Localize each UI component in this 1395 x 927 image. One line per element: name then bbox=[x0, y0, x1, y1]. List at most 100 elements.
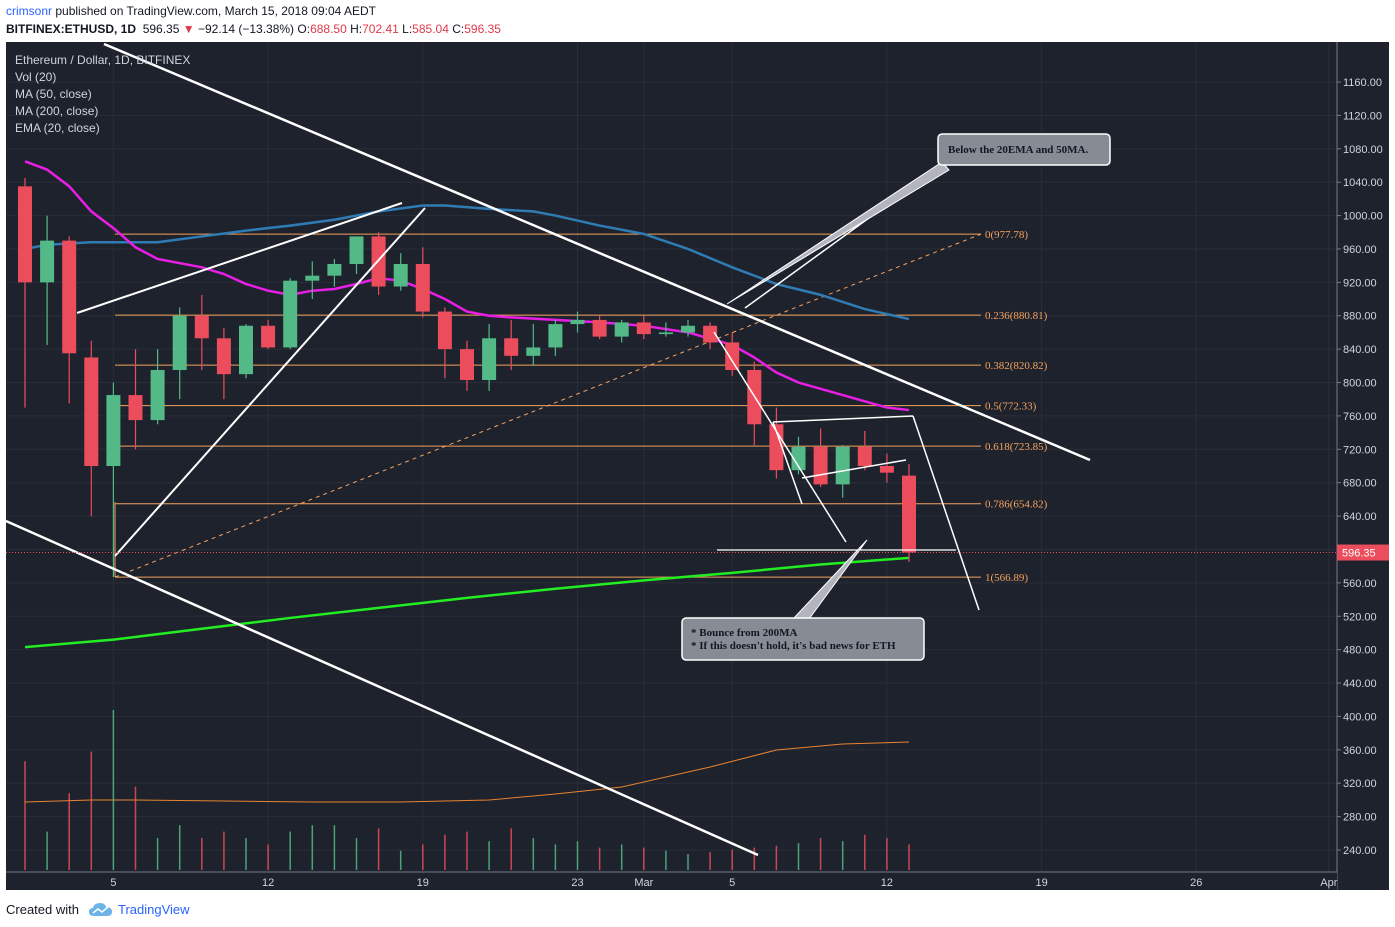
price-tick-label: 360.00 bbox=[1343, 745, 1377, 757]
ma50-line bbox=[24, 204, 910, 321]
price-tick-label: 640.00 bbox=[1343, 511, 1377, 523]
callout-bottom-line2: * If this doesn't hold, it's bad news fo… bbox=[691, 640, 896, 652]
price-tick-label: 1120.00 bbox=[1343, 110, 1382, 122]
candle-body bbox=[879, 466, 894, 473]
fib-level-label: 0.786(654.82) bbox=[985, 499, 1048, 511]
candle-body bbox=[592, 319, 607, 337]
candle-body bbox=[835, 446, 850, 485]
time-tick-label: 23 bbox=[571, 877, 583, 889]
candle-body bbox=[857, 446, 872, 466]
time-tick-label: 26 bbox=[1190, 877, 1202, 889]
close-label: C: bbox=[452, 22, 465, 36]
candle-body bbox=[902, 475, 916, 553]
close-value: 596.35 bbox=[464, 22, 501, 36]
price-tick-label: 240.00 bbox=[1343, 845, 1377, 857]
flag-upper-line bbox=[772, 415, 914, 423]
downtrend-line bbox=[103, 42, 1091, 462]
footer: Created with TradingView bbox=[0, 895, 1395, 927]
fib-level-label: 0.236(880.81) bbox=[985, 310, 1048, 322]
legend-ema20: EMA (20, close) bbox=[15, 121, 100, 135]
time-tick-label: 19 bbox=[417, 877, 429, 889]
fib-trend-line bbox=[114, 233, 982, 578]
time-tick-label: 5 bbox=[110, 877, 116, 889]
candlestick-chart[interactable]: 0(977.78) 0.236(880.81) 0.382(820.82) 0.5(7… bbox=[5, 42, 1389, 890]
breakdown-line bbox=[912, 415, 980, 611]
tradingview-cloud-icon bbox=[88, 901, 114, 922]
price-tick-label: 440.00 bbox=[1343, 678, 1377, 690]
candle-body bbox=[636, 322, 651, 335]
legend-ma200: MA (200, close) bbox=[15, 104, 98, 118]
candle-body bbox=[62, 240, 77, 354]
last-price-badge bbox=[1337, 544, 1389, 561]
created-with-text: Created with bbox=[6, 902, 79, 917]
publish-info: crimsonr published on TradingView.com, M… bbox=[6, 4, 376, 18]
price-tick-label: 1080.00 bbox=[1343, 144, 1383, 156]
legend-title: Ethereum / Dollar, 1D, BITFINEX bbox=[15, 53, 190, 67]
candle-body bbox=[194, 315, 209, 339]
candle-body bbox=[216, 338, 231, 375]
candle-body bbox=[504, 338, 519, 356]
callout-top-box bbox=[937, 133, 1111, 166]
candle-body bbox=[349, 236, 364, 264]
candle-body bbox=[482, 338, 497, 381]
last-price-label: 596.35 bbox=[1342, 548, 1376, 560]
candle-body bbox=[658, 332, 673, 335]
callout-top: Below the 20EMA and 50MA. bbox=[726, 133, 1111, 305]
price-tick-label: 880.00 bbox=[1343, 311, 1377, 323]
flag-lower-line bbox=[801, 459, 907, 479]
fib-level-label: 0.618(723.85) bbox=[985, 441, 1048, 453]
candle-body bbox=[526, 347, 541, 356]
candle-body bbox=[415, 263, 430, 312]
wedge-lower-line bbox=[114, 207, 426, 557]
candle-body bbox=[305, 275, 320, 281]
candle-body bbox=[437, 311, 452, 350]
candle-body bbox=[548, 324, 563, 348]
candle-body bbox=[813, 446, 828, 485]
legend-vol: Vol (20) bbox=[15, 70, 56, 84]
time-tick-label: Mar bbox=[634, 877, 653, 889]
volume-ma-line bbox=[24, 741, 910, 803]
fib-level-label: 0.5(772.33) bbox=[985, 401, 1037, 413]
candle-body bbox=[283, 280, 298, 348]
candle-body bbox=[614, 322, 629, 337]
price-tick-label: 760.00 bbox=[1343, 411, 1377, 423]
last-price: 596.35 bbox=[142, 22, 180, 36]
candle-body bbox=[681, 325, 695, 333]
flag-pole-line bbox=[772, 421, 803, 505]
candle-body bbox=[128, 395, 143, 421]
plot-background bbox=[6, 42, 1389, 890]
price-tick-label: 920.00 bbox=[1343, 277, 1377, 289]
time-tick-label: 12 bbox=[881, 877, 893, 889]
price-tick-label: 680.00 bbox=[1343, 478, 1377, 490]
callout-top-text: Below the 20EMA and 50MA. bbox=[948, 144, 1089, 156]
time-tick-label: 12 bbox=[262, 877, 274, 889]
callout-bottom-line1: * Bounce from 200MA bbox=[691, 627, 797, 639]
candle-body bbox=[84, 357, 99, 466]
tradingview-link[interactable]: TradingView bbox=[118, 902, 190, 917]
open-label: O: bbox=[297, 22, 311, 36]
time-axis bbox=[6, 872, 1337, 890]
price-tick-label: 400.00 bbox=[1343, 711, 1377, 723]
candle-body bbox=[393, 263, 408, 287]
low-value: 585.04 bbox=[412, 22, 449, 36]
chart-header: crimsonr published on TradingView.com, M… bbox=[0, 0, 1395, 42]
fib-level-label: 1(566.89) bbox=[985, 572, 1028, 584]
candle-body bbox=[327, 263, 342, 276]
chart-area[interactable]: 0(977.78) 0.236(880.81) 0.382(820.82) 0.5(7… bbox=[5, 42, 1389, 890]
low-label: L: bbox=[402, 22, 413, 36]
high-value: 702.41 bbox=[362, 22, 399, 36]
author-link[interactable]: crimsonr bbox=[6, 4, 53, 18]
callout-top-pointer bbox=[726, 161, 950, 305]
time-tick-label: Apr bbox=[1320, 877, 1337, 889]
price-tick-label: 1000.00 bbox=[1343, 211, 1383, 223]
price-tick-label: 480.00 bbox=[1343, 645, 1377, 657]
candle-body bbox=[150, 370, 165, 421]
candle-body bbox=[40, 240, 55, 283]
time-tick-label: 19 bbox=[1035, 877, 1047, 889]
price-tick-label: 560.00 bbox=[1343, 578, 1377, 590]
price-tick-label: 320.00 bbox=[1343, 778, 1377, 790]
candle-body bbox=[460, 349, 474, 381]
price-tick-label: 1160.00 bbox=[1343, 77, 1382, 89]
price-tick-label: 720.00 bbox=[1343, 444, 1377, 456]
price-tick-label: 800.00 bbox=[1343, 378, 1377, 390]
